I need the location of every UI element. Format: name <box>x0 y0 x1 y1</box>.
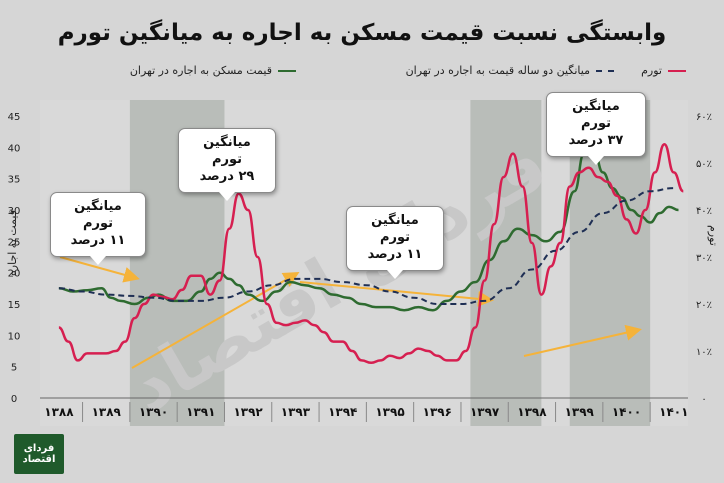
y-right-tick-label: ۴۰٪ <box>696 206 712 217</box>
callout-2-line1: میانگین تورم <box>203 135 251 167</box>
trend-arrow-4 <box>523 324 642 357</box>
x-tick-label: ۱۳۹۳ <box>281 405 311 419</box>
callout-inflation-1: میانگین تورم ۱۱ درصد <box>50 192 146 265</box>
y-axis-left-label: قیمت به اجاره <box>6 210 19 276</box>
x-tick-label: ۱۴۰۰ <box>612 405 641 419</box>
y-right-tick-label: ۱۰٪ <box>696 347 712 358</box>
logo-text: فردای اقتصاد <box>22 443 56 465</box>
callout-4-line2: ۳۷ درصد <box>568 132 624 148</box>
y-right-tick-label: ۰ <box>701 394 706 405</box>
x-tick-label: ۱۳۹۲ <box>233 405 263 419</box>
y-axis-right-label: تورم <box>707 225 720 246</box>
y-right-tick-label: ۲۰٪ <box>696 300 712 311</box>
series-inflation-line <box>58 142 684 365</box>
callout-inflation-4: میانگین تورم ۳۷ درصد <box>546 92 646 165</box>
x-tick-label: ۱۴۰۱ <box>659 405 688 419</box>
legend-ratio-label: قیمت مسکن به اجاره در تهران <box>129 64 272 77</box>
x-tick-label: ۱۳۹۵ <box>375 405 404 419</box>
callout-1-line1: میانگین تورم <box>74 199 122 231</box>
x-tick-label: ۱۳۹۹ <box>565 405 595 419</box>
legend-inflation-swatch <box>668 69 686 72</box>
callout-3-line2: ۱۱ درصد <box>367 246 423 262</box>
x-tick-label: ۱۳۸۸ <box>44 405 74 419</box>
shaded-period-2 <box>470 100 542 426</box>
legend-avg-label: میانگین دو ساله قیمت به اجاره در تهران <box>405 64 590 77</box>
callout-1-line2: ۱۱ درصد <box>70 232 126 248</box>
trend-arrow-1 <box>59 256 140 283</box>
callout-4-line1: میانگین تورم <box>572 99 620 131</box>
y-left-tick-label: 15 <box>8 300 21 311</box>
series-avg-line <box>58 187 674 306</box>
legend-ratio: قیمت مسکن به اجاره در تهران <box>130 64 296 77</box>
x-tick-label: ۱۳۹۱ <box>186 405 215 419</box>
callout-3-line1: میانگین تورم <box>371 213 419 245</box>
y-left-tick-label: 0 <box>11 394 17 405</box>
chart-title: وابستگی نسبت قیمت مسکن به اجاره به میانگ… <box>57 20 667 46</box>
callout-inflation-2: میانگین تورم ۲۹ درصد <box>178 128 276 201</box>
legend-avg: میانگین دو ساله قیمت به اجاره در تهران <box>406 64 614 77</box>
callout-inflation-3: میانگین تورم ۱۱ درصد <box>346 206 444 279</box>
x-tick-label: ۱۳۸۹ <box>92 405 122 419</box>
x-tick-label: ۱۳۹۶ <box>423 405 452 419</box>
legend-avg-swatch <box>596 69 614 72</box>
brand-logo: فردای اقتصاد <box>14 434 64 474</box>
y-left-tick-label: 10 <box>8 331 21 342</box>
callout-2-line2: ۲۹ درصد <box>199 168 255 184</box>
y-left-tick-label: 30 <box>8 206 21 217</box>
y-left-tick-label: 45 <box>8 112 21 123</box>
y-left-tick-label: 20 <box>8 269 21 280</box>
y-right-tick-label: ۳۰٪ <box>696 253 712 264</box>
x-tick-label: ۱۳۹۰ <box>139 405 168 419</box>
x-tick-label: ۱۳۹۸ <box>517 405 547 419</box>
x-tick-label: ۱۳۹۴ <box>328 405 357 419</box>
y-right-tick-label: ۶۰٪ <box>696 112 712 123</box>
legend-inflation-label: تورم <box>641 64 662 77</box>
legend-ratio-swatch <box>278 69 296 72</box>
y-right-tick-label: ۵۰٪ <box>696 159 712 170</box>
y-left-tick-label: 35 <box>8 175 21 186</box>
trend-arrow-2 <box>131 272 300 369</box>
legend-inflation: تورم <box>641 64 686 77</box>
y-left-tick-label: 5 <box>11 363 17 374</box>
y-left-tick-label: 40 <box>8 143 21 154</box>
y-left-tick-label: 25 <box>8 237 21 248</box>
x-tick-label: ۱۳۹۷ <box>470 405 500 419</box>
